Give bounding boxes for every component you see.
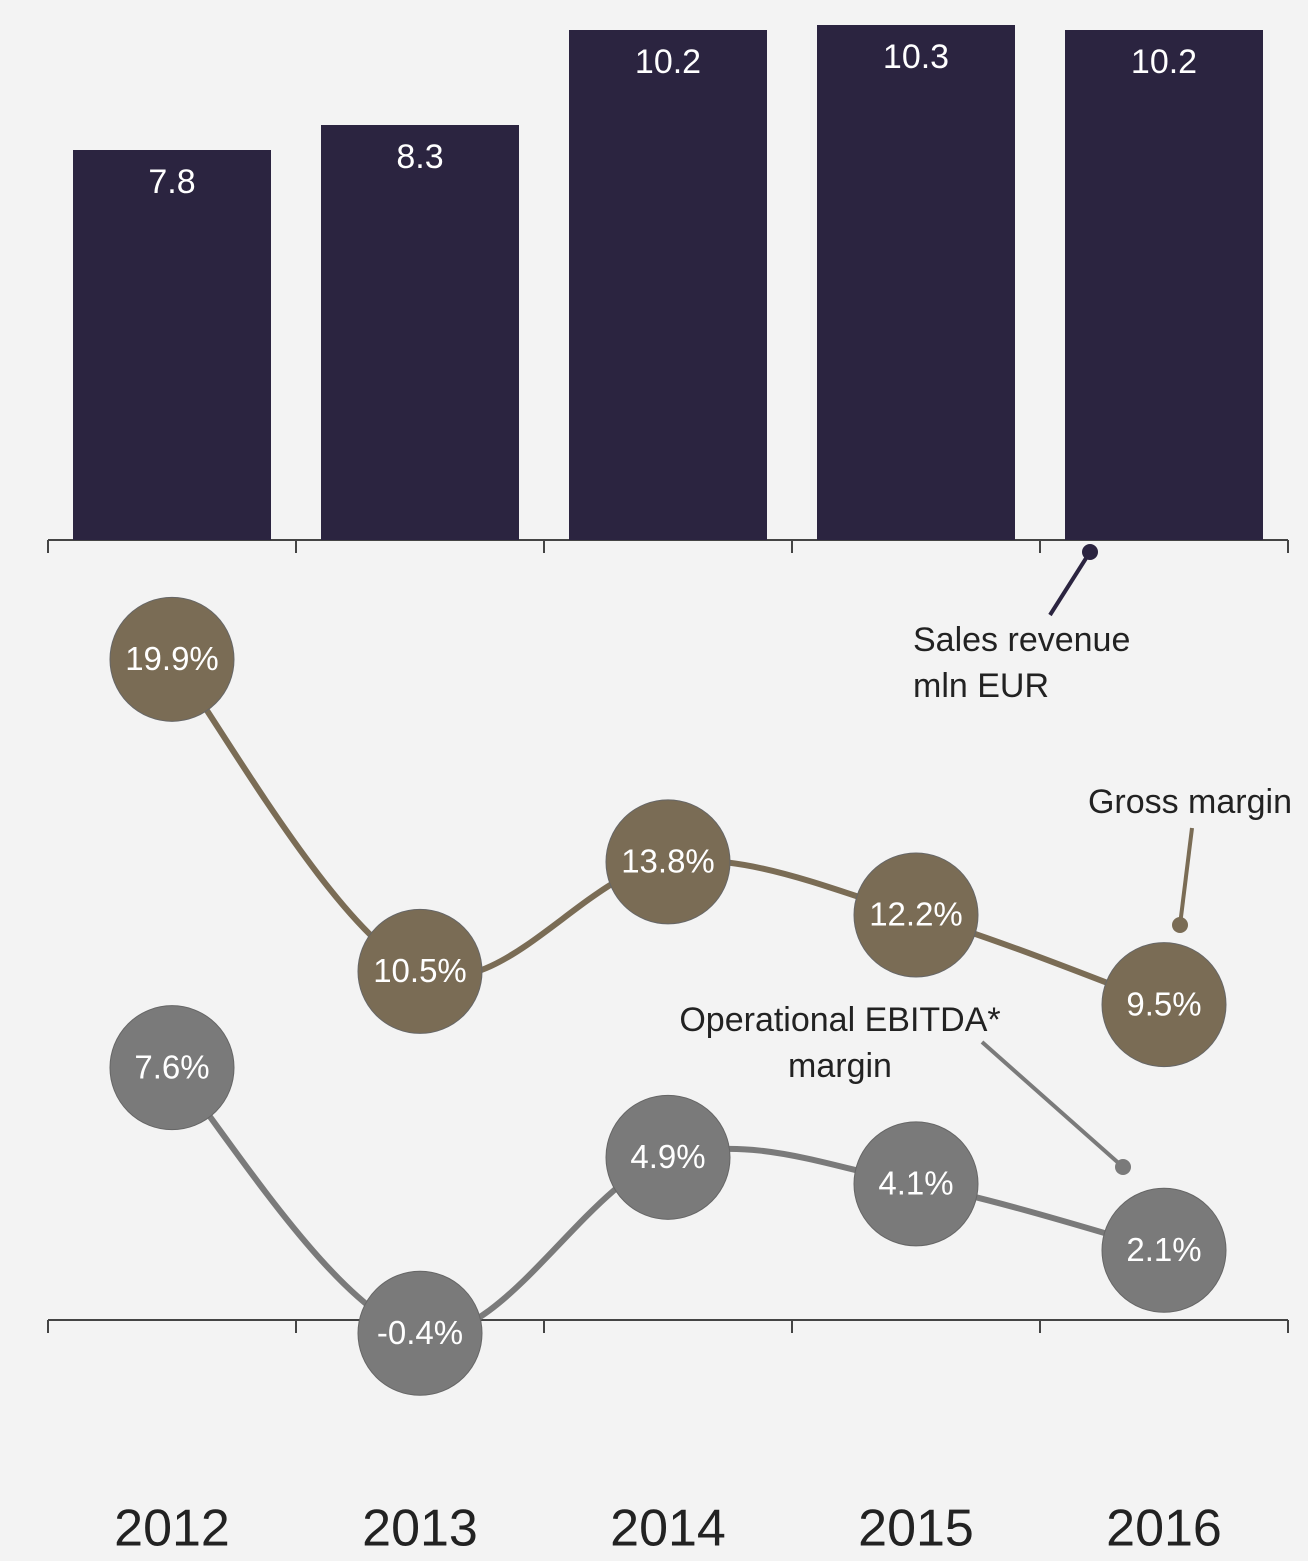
- leader-line: [1178, 827, 1194, 926]
- point: [1101, 1187, 1227, 1313]
- data-label: 7.6%: [134, 1048, 209, 1085]
- x-tick-label: 2012: [114, 1500, 230, 1558]
- leader-dot: [1115, 1159, 1131, 1175]
- legend-label: Gross margin: [1087, 783, 1292, 821]
- data-label: 7.8: [148, 163, 195, 201]
- data-label: 4.1%: [878, 1165, 953, 1202]
- leader-lines: [980, 544, 1194, 1175]
- bar: [321, 125, 519, 540]
- data-label: 8.3: [396, 138, 443, 176]
- point: [605, 799, 731, 925]
- data-label: 19.9%: [125, 640, 219, 677]
- x-tick-label: 2014: [610, 1500, 726, 1558]
- data-label: 4.9%: [630, 1138, 705, 1175]
- data-label: 10.3: [883, 38, 949, 76]
- leader-line: [980, 1040, 1125, 1169]
- bar: [1065, 30, 1263, 540]
- legend-label: Sales revenue mln EUR: [913, 621, 1131, 705]
- data-label: 10.2: [1131, 43, 1197, 81]
- bar: [569, 30, 767, 540]
- x-tick-label: 2015: [858, 1500, 974, 1558]
- point: [853, 852, 979, 978]
- point: [357, 908, 483, 1034]
- point: [109, 1005, 235, 1131]
- point: [853, 1121, 979, 1247]
- bar: [817, 25, 1015, 540]
- point: [109, 596, 235, 722]
- data-label: 9.5%: [1126, 985, 1201, 1022]
- data-label: 10.2: [635, 43, 701, 81]
- data-label: 10.5%: [373, 952, 467, 989]
- data-label: 13.8%: [621, 843, 715, 880]
- leader-dot: [1172, 917, 1188, 933]
- point: [1101, 942, 1227, 1068]
- x-tick-label: 2016: [1106, 1500, 1222, 1558]
- data-label: -0.4%: [377, 1314, 463, 1351]
- data-label: 2.1%: [1126, 1231, 1201, 1268]
- point: [605, 1094, 731, 1220]
- bar: [73, 150, 271, 540]
- leader-dot: [1082, 544, 1098, 560]
- leader-line: [1048, 550, 1092, 617]
- x-tick-label: 2013: [362, 1500, 478, 1558]
- data-label: 12.2%: [869, 896, 963, 933]
- legend-label: Operational EBITDA* margin: [679, 1001, 1001, 1085]
- point: [357, 1270, 483, 1396]
